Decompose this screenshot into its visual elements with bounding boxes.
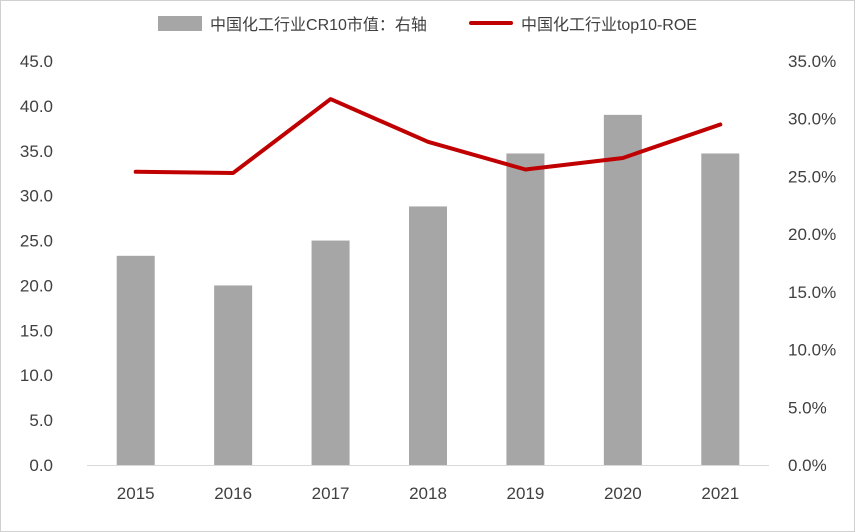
y-left-tick-label: 5.0 bbox=[29, 411, 53, 430]
x-tick-label: 2020 bbox=[604, 484, 642, 503]
x-tick-label: 2019 bbox=[507, 484, 545, 503]
x-tick-label: 2016 bbox=[214, 484, 252, 503]
y-left-tick-label: 30.0 bbox=[20, 187, 53, 206]
y-right-tick-label: 30.0% bbox=[788, 110, 836, 129]
y-right-tick-label: 5.0% bbox=[788, 398, 827, 417]
legend-item-roe: 中国化工行业top10-ROE bbox=[468, 11, 697, 35]
y-right-tick-label: 10.0% bbox=[788, 341, 836, 360]
y-left-tick-label: 15.0 bbox=[20, 321, 53, 340]
y-right-tick-label: 25.0% bbox=[788, 167, 836, 186]
x-tick-label: 2021 bbox=[701, 484, 739, 503]
y-right-tick-label: 15.0% bbox=[788, 283, 836, 302]
bar bbox=[409, 206, 447, 465]
bar bbox=[311, 240, 350, 465]
x-tick-label: 2018 bbox=[409, 484, 447, 503]
y-left-tick-label: 45.0 bbox=[20, 52, 53, 71]
bar bbox=[116, 255, 155, 465]
legend-swatch-line bbox=[468, 21, 513, 25]
y-left-tick-label: 25.0 bbox=[20, 232, 53, 251]
y-left-tick-label: 20.0 bbox=[20, 276, 53, 295]
bar bbox=[603, 114, 642, 465]
legend-label-roe: 中国化工行业top10-ROE bbox=[520, 17, 697, 34]
y-left-tick-label: 35.0 bbox=[20, 142, 53, 161]
bar bbox=[214, 285, 253, 465]
y-left-tick-label: 0.0 bbox=[29, 456, 53, 475]
y-right-tick-label: 35.0% bbox=[788, 52, 836, 71]
legend-item-market-cap: 中国化工行业CR10市值：右轴 bbox=[158, 11, 427, 35]
legend-label-market-cap: 中国化工行业CR10市值：右轴 bbox=[210, 17, 427, 34]
bar bbox=[701, 153, 740, 465]
x-tick-label: 2017 bbox=[312, 484, 350, 503]
y-right-tick-label: 0.0% bbox=[788, 456, 827, 475]
y-left-tick-label: 10.0 bbox=[20, 366, 53, 385]
y-right-tick-label: 20.0% bbox=[788, 225, 836, 244]
legend: 中国化工行业CR10市值：右轴 中国化工行业top10-ROE bbox=[1, 9, 854, 37]
legend-swatch-bar bbox=[158, 15, 203, 31]
x-tick-label: 2015 bbox=[117, 484, 155, 503]
y-left-tick-label: 40.0 bbox=[20, 97, 53, 116]
bar bbox=[506, 153, 545, 465]
